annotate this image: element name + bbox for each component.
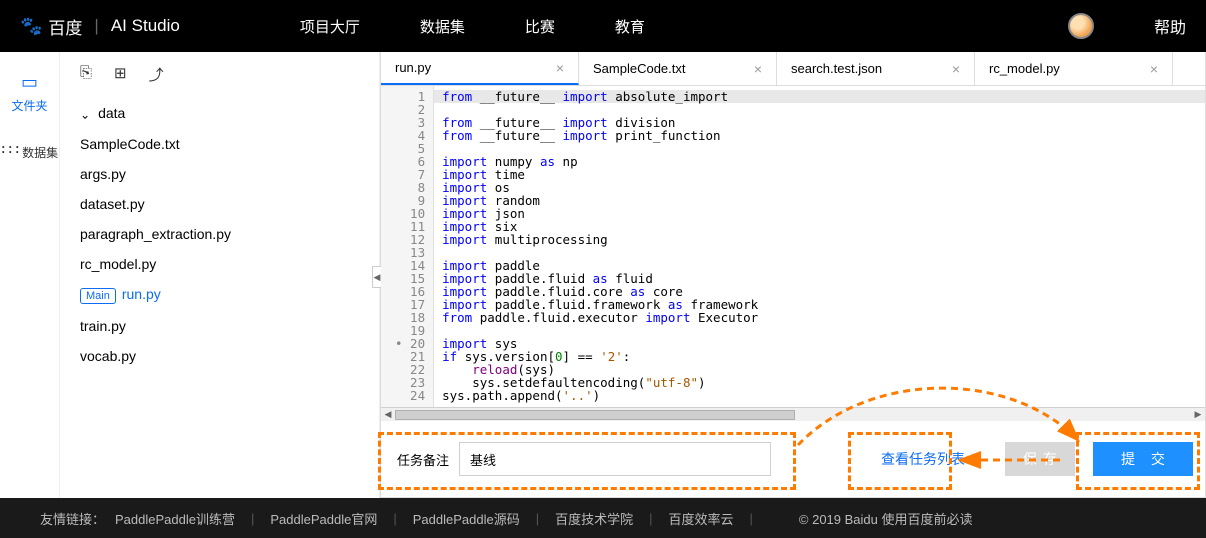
file-tree-actions: ⎘ ⊞ ⤴ (60, 64, 379, 97)
sidebar-files[interactable]: ▭ 文件夹 (0, 72, 59, 114)
nav-education[interactable]: 教育 (615, 16, 645, 37)
file-tree: ⎘ ⊞ ⤴ data SampleCode.txtargs.pydataset.… (60, 52, 380, 498)
submit-button[interactable]: 提 交 (1093, 442, 1193, 476)
footer-link[interactable]: PaddlePaddle官网 (270, 509, 377, 528)
logo[interactable]: 🐾 百度 | AI Studio (20, 14, 180, 39)
sidebar-dataset[interactable]: ∙∙∙∙∙∙ 数据集 (0, 144, 59, 161)
footer-link[interactable]: 百度技术学院 (555, 509, 633, 528)
avatar[interactable] (1068, 13, 1094, 39)
close-icon[interactable]: × (1150, 61, 1158, 77)
close-icon[interactable]: × (754, 61, 762, 77)
file-run-py[interactable]: Mainrun.py (60, 279, 379, 311)
editor-tabs: run.py×SampleCode.txt×search.test.json×r… (381, 52, 1205, 86)
line-gutter: 1 2 3 4 5 6 7 8 9 10 11 12 13 14 15 16 1… (381, 86, 434, 407)
paw-icon: 🐾 (20, 16, 42, 37)
nav-help[interactable]: 帮助 (1154, 14, 1186, 38)
tab-rc_model-py[interactable]: rc_model.py× (975, 52, 1173, 85)
logo-text-2: AI Studio (111, 16, 180, 36)
top-nav: 项目大厅 数据集 比赛 教育 (300, 16, 645, 37)
code-editor[interactable]: from __future__ import absolute_import f… (434, 86, 1205, 407)
tab-search-test-json[interactable]: search.test.json× (777, 52, 975, 85)
close-icon[interactable]: × (556, 60, 564, 76)
main-badge: Main (80, 288, 116, 304)
save-button[interactable]: 保存 (1005, 442, 1075, 476)
footer-label: 友情链接： (40, 509, 105, 528)
file-train-py[interactable]: train.py (60, 311, 379, 341)
tab-SampleCode-txt[interactable]: SampleCode.txt× (579, 52, 777, 85)
scroll-thumb[interactable] (395, 410, 795, 420)
scroll-left-icon[interactable]: ◀ (381, 409, 395, 420)
folder-icon: ▭ (0, 72, 59, 93)
task-bar: 任务备注 查看任务列表 保存 提 交 (381, 421, 1205, 497)
scroll-right-icon[interactable]: ▶ (1191, 409, 1205, 420)
footer-link[interactable]: 百度效率云 (669, 509, 734, 528)
footer-copyright: © 2019 Baidu 使用百度前必读 (799, 509, 973, 528)
file-SampleCode-txt[interactable]: SampleCode.txt (60, 129, 379, 159)
file-vocab-py[interactable]: vocab.py (60, 341, 379, 371)
horizontal-scrollbar[interactable]: ◀ ▶ (381, 407, 1205, 421)
folder-data[interactable]: data (60, 97, 379, 129)
nav-competitions[interactable]: 比赛 (525, 16, 555, 37)
collapse-handle[interactable]: ◀ (372, 266, 381, 288)
footer: 友情链接： PaddlePaddle训练营|PaddlePaddle官网|Pad… (0, 498, 1206, 538)
footer-link[interactable]: PaddlePaddle源码 (413, 509, 520, 528)
file-args-py[interactable]: args.py (60, 159, 379, 189)
nav-datasets[interactable]: 数据集 (420, 16, 465, 37)
view-task-list-link[interactable]: 查看任务列表 (881, 449, 965, 469)
logo-text-1: 百度 (48, 14, 82, 39)
top-bar: 🐾 百度 | AI Studio 项目大厅 数据集 比赛 教育 帮助 (0, 0, 1206, 52)
logo-separator: | (94, 16, 98, 36)
new-file-icon[interactable]: ⎘ (80, 64, 92, 85)
upload-icon[interactable]: ⤴ (149, 64, 164, 85)
file-rc_model-py[interactable]: rc_model.py (60, 249, 379, 279)
nav-projects[interactable]: 项目大厅 (300, 16, 360, 37)
grid-icon: ∙∙∙∙∙∙ (1, 144, 19, 154)
close-icon[interactable]: × (952, 61, 960, 77)
task-note-label: 任务备注 (397, 450, 449, 469)
task-note-input[interactable] (459, 442, 771, 476)
left-sidebar: ▭ 文件夹 ∙∙∙∙∙∙ 数据集 (0, 52, 60, 498)
new-folder-icon[interactable]: ⊞ (114, 64, 127, 85)
file-dataset-py[interactable]: dataset.py (60, 189, 379, 219)
file-paragraph_extraction-py[interactable]: paragraph_extraction.py (60, 219, 379, 249)
tab-run-py[interactable]: run.py× (381, 52, 579, 85)
footer-link[interactable]: PaddlePaddle训练营 (115, 509, 235, 528)
editor-area: ◀ run.py×SampleCode.txt×search.test.json… (380, 52, 1206, 498)
